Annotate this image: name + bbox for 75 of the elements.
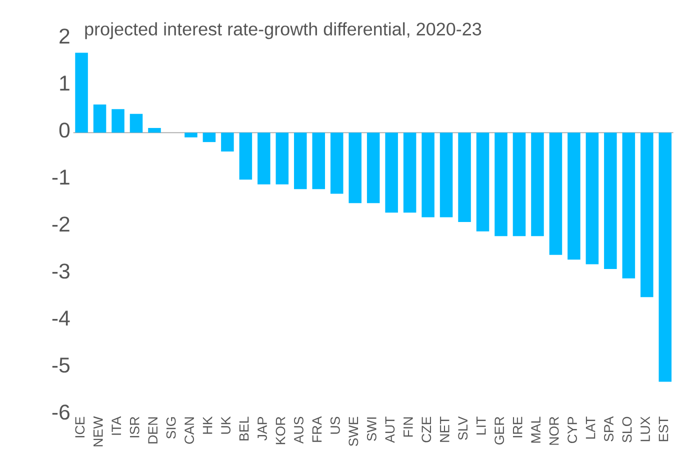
y-tick-label: -3 <box>52 264 70 279</box>
bar <box>476 132 490 232</box>
bar <box>148 128 161 133</box>
y-tick-label: -1 <box>52 170 70 184</box>
bar <box>330 132 344 194</box>
x-tick-label: NET <box>440 416 450 442</box>
bar <box>184 132 198 138</box>
bar <box>366 132 380 204</box>
x-tick-label: IRE <box>512 416 522 438</box>
bar <box>276 132 289 184</box>
bar <box>658 132 672 382</box>
x-tick-label: AUT <box>385 416 395 443</box>
y-tick-label: 1 <box>60 76 70 90</box>
x-tick-label: LIT <box>476 416 486 434</box>
y-tick-label: -5 <box>52 358 70 373</box>
x-tick-label: HK <box>202 416 212 434</box>
bar <box>385 132 398 213</box>
bar <box>512 132 526 236</box>
x-tick-label: LAT <box>586 416 596 439</box>
x-tick-label: SWI <box>366 418 376 441</box>
x-tick-label: DEN <box>148 417 158 444</box>
x-tick-label: UK <box>221 416 230 434</box>
bar <box>622 132 636 278</box>
bar <box>531 132 544 236</box>
x-tick-label: KOR <box>276 416 286 444</box>
y-tick-label: 0 <box>59 122 70 138</box>
bar <box>494 132 508 236</box>
bar <box>403 132 416 213</box>
bar <box>312 132 326 190</box>
y-tick-label: -4 <box>52 310 70 326</box>
y-tick-label: 2 <box>60 28 70 44</box>
x-tick-label: SWE <box>348 416 358 446</box>
x-tick-label: ITA <box>112 416 121 435</box>
bar <box>604 132 617 269</box>
chart-title: projected interest rate-growth differential, 2020-23 <box>85 22 482 40</box>
bar <box>348 132 362 204</box>
bar <box>440 132 453 218</box>
bar <box>258 132 270 184</box>
x-tick-label: NOR <box>549 416 559 445</box>
bar <box>93 104 106 133</box>
x-tick-label: FIN <box>404 417 413 437</box>
bar <box>640 132 654 298</box>
bar <box>239 132 252 180</box>
bar <box>549 132 562 255</box>
bar <box>458 132 471 222</box>
x-tick-label: NEW <box>94 416 103 446</box>
x-tick-label: BEL <box>239 416 249 440</box>
x-tick-label: CZE <box>422 416 432 442</box>
x-tick-label: SLO <box>622 416 632 442</box>
bar <box>568 132 580 260</box>
x-tick-label: CAN <box>184 417 194 444</box>
bar <box>294 132 307 190</box>
x-tick-label: ICE <box>75 416 85 438</box>
x-tick-label: MAL <box>531 416 540 443</box>
bar <box>202 132 216 142</box>
x-tick-label: CYP <box>568 416 578 444</box>
x-tick-label: SPA <box>604 416 614 442</box>
x-tick-label: SLV <box>458 416 468 440</box>
y-tick-label: -2 <box>52 216 70 232</box>
bar <box>130 114 143 133</box>
x-tick-label: JAP <box>258 416 267 441</box>
x-tick-label: FRA <box>312 416 322 442</box>
x-tick-label: AUS <box>294 416 304 444</box>
x-tick-label: SIG <box>166 417 176 439</box>
bar <box>221 132 234 152</box>
x-tick-label: ISR <box>130 416 140 438</box>
bar <box>422 132 434 218</box>
bar <box>112 109 124 133</box>
bar <box>75 52 88 133</box>
y-tick-label: -6 <box>52 404 70 420</box>
x-tick-label: GER <box>494 416 504 444</box>
x-tick-label: EST <box>658 416 668 442</box>
x-tick-label: LUX <box>640 416 650 442</box>
x-tick-label: US <box>330 416 340 434</box>
bar <box>586 132 599 264</box>
